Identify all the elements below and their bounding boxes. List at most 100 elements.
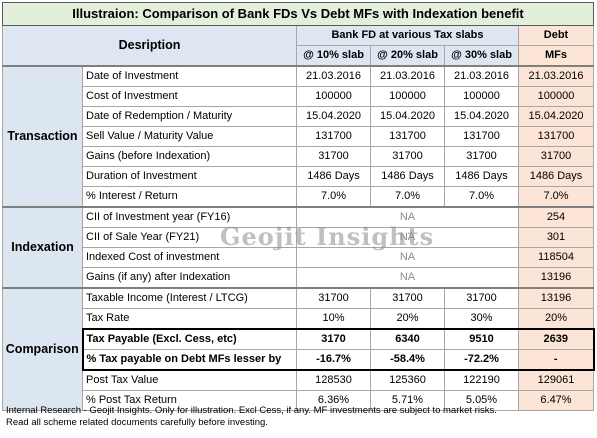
debt-mfs-header: MFs bbox=[518, 45, 594, 67]
cell-fd30: 30% bbox=[444, 308, 519, 330]
cell-debt: 21.03.2016 bbox=[518, 65, 594, 87]
section-comparison: Comparison bbox=[2, 287, 83, 411]
debt-header: Debt bbox=[518, 25, 594, 46]
title-row: Illustraion: Comparison of Bank FDs Vs D… bbox=[2, 2, 594, 26]
table-row: Gains (before Indexation) 31700 31700 31… bbox=[3, 146, 594, 167]
footer-line-1: Internal Research - Geojit Insights. Onl… bbox=[6, 405, 497, 416]
cell-fd30: 5.05% bbox=[444, 390, 519, 411]
cell-fd30: 100000 bbox=[444, 86, 519, 107]
cell-fd30: 31700 bbox=[444, 146, 519, 167]
cell-na: NA bbox=[296, 267, 519, 289]
cell-fd10: 10% bbox=[296, 308, 371, 330]
slab20-header: @ 20% slab bbox=[370, 45, 445, 67]
table-row: % Tax payable on Debt MFs lesser by -16.… bbox=[3, 349, 595, 371]
cell-na: NA bbox=[296, 206, 519, 228]
cell-fd10: 7.0% bbox=[296, 186, 371, 208]
comparison-table: Illustraion: Comparison of Bank FDs Vs D… bbox=[2, 2, 595, 411]
cell-fd20: 6340 bbox=[370, 328, 445, 350]
cell-debt: 1486 Days bbox=[518, 166, 594, 187]
row-label: Tax Payable (Excl. Cess, etc) bbox=[81, 328, 297, 350]
cell-fd20: 15.04.2020 bbox=[370, 106, 445, 127]
cell-fd20: 125360 bbox=[370, 369, 445, 391]
cell-fd20: 31700 bbox=[370, 287, 445, 309]
slab10-header: @ 10% slab bbox=[296, 45, 371, 67]
section-indexation: Indexation bbox=[2, 206, 83, 289]
cell-fd10: 21.03.2016 bbox=[296, 65, 371, 87]
row-label: Gains (if any) after Indexation bbox=[82, 267, 297, 289]
cell-fd10: -16.7% bbox=[296, 349, 371, 371]
row-label: CII of Sale Year (FY21) bbox=[82, 227, 297, 248]
cell-fd30: 15.04.2020 bbox=[444, 106, 519, 127]
table-row: Indexation CII of Investment year (FY16)… bbox=[2, 206, 594, 289]
table-row: Sell Value / Maturity Value 131700 13170… bbox=[3, 126, 594, 147]
row-label: Date of Investment bbox=[82, 65, 297, 87]
table-row: Tax Payable (Excl. Cess, etc) 3170 6340 … bbox=[3, 328, 595, 350]
cell-fd20: -58.4% bbox=[370, 349, 445, 371]
table-title: Illustraion: Comparison of Bank FDs Vs D… bbox=[2, 2, 594, 26]
cell-fd10: 131700 bbox=[296, 126, 371, 147]
table-row: Comparison Taxable Income (Interest / LT… bbox=[2, 287, 594, 411]
table-row: Transaction Date of Investment 21.03.201… bbox=[2, 65, 594, 208]
header-row-2: @ 10% slab @ 20% slab @ 30% slab MFs bbox=[3, 45, 594, 67]
cell-fd10: 1486 Days bbox=[296, 166, 371, 187]
row-label: Cost of Investment bbox=[82, 86, 297, 107]
cell-fd30: 131700 bbox=[444, 126, 519, 147]
row-label: Taxable Income (Interest / LTCG) bbox=[82, 287, 297, 309]
cell-debt: 118504 bbox=[518, 247, 594, 268]
cell-fd20: 1486 Days bbox=[370, 166, 445, 187]
slab30-header: @ 30% slab bbox=[444, 45, 519, 67]
row-label: Indexed Cost of investment bbox=[82, 247, 297, 268]
description-header: Desription bbox=[2, 25, 297, 67]
cell-debt: 13196 bbox=[518, 287, 594, 309]
row-label: % Interest / Return bbox=[82, 186, 297, 208]
table-row: Duration of Investment 1486 Days 1486 Da… bbox=[3, 166, 594, 187]
table-row: % Interest / Return 7.0% 7.0% 7.0% 7.0% bbox=[3, 186, 594, 208]
cell-fd10: 31700 bbox=[296, 146, 371, 167]
table-row: Cost of Investment 100000 100000 100000 … bbox=[3, 86, 594, 107]
cell-fd30: 7.0% bbox=[444, 186, 519, 208]
cell-debt: 301 bbox=[518, 227, 594, 248]
cell-fd30: 31700 bbox=[444, 287, 519, 309]
row-label: Sell Value / Maturity Value bbox=[82, 126, 297, 147]
row-label: Post Tax Value bbox=[82, 369, 297, 391]
table-row: Post Tax Value 128530 125360 122190 1290… bbox=[3, 369, 594, 391]
cell-fd30: -72.2% bbox=[444, 349, 519, 371]
cell-na: NA bbox=[296, 227, 519, 248]
section-transaction: Transaction bbox=[2, 65, 83, 208]
table-row: Gains (if any) after Indexation NA 13196 bbox=[3, 267, 594, 289]
row-label: Tax Rate bbox=[82, 308, 297, 330]
cell-fd20: 7.0% bbox=[370, 186, 445, 208]
row-label: Duration of Investment bbox=[82, 166, 297, 187]
cell-fd10: 31700 bbox=[296, 287, 371, 309]
cell-debt: 131700 bbox=[518, 126, 594, 147]
cell-debt: - bbox=[518, 349, 595, 371]
cell-fd10: 3170 bbox=[296, 328, 371, 350]
table-row: Indexed Cost of investment NA 118504 bbox=[3, 247, 594, 268]
cell-fd10: 100000 bbox=[296, 86, 371, 107]
cell-debt: 254 bbox=[518, 206, 594, 228]
table-row: Tax Rate 10% 20% 30% 20% bbox=[3, 308, 594, 330]
cell-debt: 31700 bbox=[518, 146, 594, 167]
cell-debt: 20% bbox=[518, 308, 594, 330]
row-label: Gains (before Indexation) bbox=[82, 146, 297, 167]
cell-fd20: 5.71% bbox=[370, 390, 445, 411]
cell-debt: 15.04.2020 bbox=[518, 106, 594, 127]
table-row: CII of Sale Year (FY21) NA 301 bbox=[3, 227, 594, 248]
cell-fd20: 20% bbox=[370, 308, 445, 330]
cell-debt: 7.0% bbox=[518, 186, 594, 208]
footer-line-2: Read all scheme related documents carefu… bbox=[6, 417, 268, 428]
cell-fd20: 100000 bbox=[370, 86, 445, 107]
header-row-1: Desription Bank FD at various Tax slabs … bbox=[2, 25, 594, 67]
cell-fd30: 122190 bbox=[444, 369, 519, 391]
cell-debt: 129061 bbox=[518, 369, 594, 391]
row-label: Date of Redemption / Maturity bbox=[82, 106, 297, 127]
cell-fd20: 131700 bbox=[370, 126, 445, 147]
cell-fd20: 21.03.2016 bbox=[370, 65, 445, 87]
table-row: % Post Tax Return 6.36% 5.71% 5.05% 6.47… bbox=[3, 390, 594, 411]
cell-debt: 6.47% bbox=[518, 390, 594, 411]
cell-fd10: 128530 bbox=[296, 369, 371, 391]
cell-na: NA bbox=[296, 247, 519, 268]
row-label: CII of Investment year (FY16) bbox=[82, 206, 297, 228]
row-label: % Tax payable on Debt MFs lesser by bbox=[81, 349, 297, 371]
cell-debt: 100000 bbox=[518, 86, 594, 107]
